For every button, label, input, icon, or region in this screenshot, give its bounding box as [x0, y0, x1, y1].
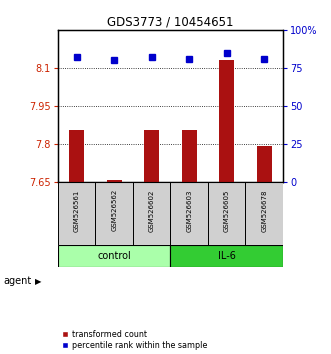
Text: GSM526603: GSM526603: [186, 189, 192, 232]
Text: GSM526605: GSM526605: [224, 189, 230, 232]
Legend: transformed count, percentile rank within the sample: transformed count, percentile rank withi…: [62, 330, 207, 350]
Bar: [144, 130, 159, 182]
Bar: [170, 182, 208, 245]
Bar: [208, 182, 246, 245]
Bar: [246, 182, 283, 245]
Text: GSM526678: GSM526678: [261, 189, 267, 232]
Text: control: control: [97, 251, 131, 261]
Bar: [107, 180, 122, 182]
Bar: [182, 130, 197, 182]
Bar: [133, 182, 170, 245]
Bar: [257, 146, 272, 182]
Text: agent: agent: [3, 276, 31, 286]
Text: GSM526602: GSM526602: [149, 189, 155, 232]
Text: GSM526561: GSM526561: [74, 189, 80, 232]
Bar: [69, 130, 84, 182]
Text: GSM526562: GSM526562: [111, 189, 117, 232]
Bar: [170, 245, 283, 267]
Text: ▶: ▶: [35, 277, 41, 286]
Bar: [219, 61, 234, 182]
Text: IL-6: IL-6: [218, 251, 236, 261]
Title: GDS3773 / 10454651: GDS3773 / 10454651: [107, 16, 234, 29]
Bar: [95, 182, 133, 245]
Bar: [58, 182, 95, 245]
Bar: [58, 245, 170, 267]
